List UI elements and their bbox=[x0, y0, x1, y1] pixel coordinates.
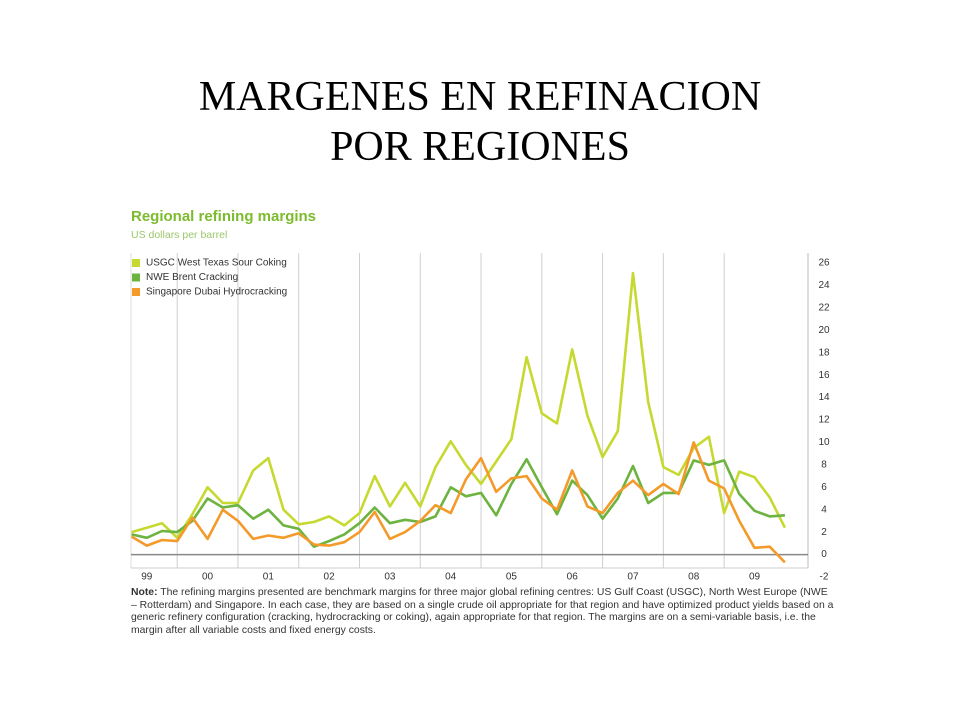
chart-title: Regional refining margins bbox=[131, 208, 316, 225]
x-tick-label: 06 bbox=[567, 572, 579, 583]
x-tick-label: 05 bbox=[506, 572, 518, 583]
legend-swatch bbox=[132, 273, 140, 282]
x-tick-label: 09 bbox=[749, 572, 761, 583]
x-tick-label: 08 bbox=[688, 572, 700, 583]
y-tick-label: 20 bbox=[818, 325, 830, 336]
series-line bbox=[131, 271, 787, 540]
legend-label: NWE Brent Cracking bbox=[146, 272, 238, 283]
y-tick-label: 8 bbox=[821, 459, 827, 470]
slide-title: MARGENES EN REFINACION POR REGIONES bbox=[0, 72, 960, 172]
chart-subtitle: US dollars per barrel bbox=[131, 229, 227, 241]
title-line: POR REGIONES bbox=[330, 124, 630, 170]
x-tick-label: 02 bbox=[324, 572, 336, 583]
x-tick-label: 00 bbox=[202, 572, 214, 583]
note: Note: The refining margins presented are… bbox=[131, 587, 836, 637]
x-tick-label: 99 bbox=[141, 572, 153, 583]
y-tick-label: 18 bbox=[818, 347, 830, 358]
note-text: The refining margins presented are bench… bbox=[131, 587, 834, 636]
y-tick-label: 22 bbox=[818, 302, 830, 313]
y-tick-label: 2 bbox=[821, 527, 827, 538]
note-label: Note: bbox=[131, 587, 158, 598]
y-tick-label: 10 bbox=[818, 437, 830, 448]
y-tick-label: 0 bbox=[821, 549, 827, 560]
x-tick-label: 03 bbox=[384, 572, 396, 583]
y-tick-label: 14 bbox=[818, 392, 830, 403]
series-line bbox=[130, 441, 786, 564]
y-tick-label: 4 bbox=[821, 504, 827, 515]
y-tick-label: 6 bbox=[821, 482, 827, 493]
legend-swatch bbox=[132, 288, 140, 296]
legend-label: USGC West Texas Sour Coking bbox=[146, 258, 287, 269]
legend-swatch bbox=[132, 259, 140, 267]
title-line: MARGENES EN REFINACION bbox=[198, 74, 762, 120]
x-tick-label: 07 bbox=[627, 572, 639, 583]
legend-label: Singapore Dubai Hydrocracking bbox=[146, 287, 287, 298]
x-tick-label: 01 bbox=[263, 572, 275, 583]
y-tick-label: -2 bbox=[820, 572, 829, 583]
y-tick-label: 24 bbox=[818, 280, 830, 291]
y-tick-label: 26 bbox=[818, 258, 830, 269]
x-tick-label: 04 bbox=[445, 572, 457, 583]
y-tick-label: 16 bbox=[818, 370, 830, 381]
y-tick-label: 12 bbox=[818, 415, 830, 426]
